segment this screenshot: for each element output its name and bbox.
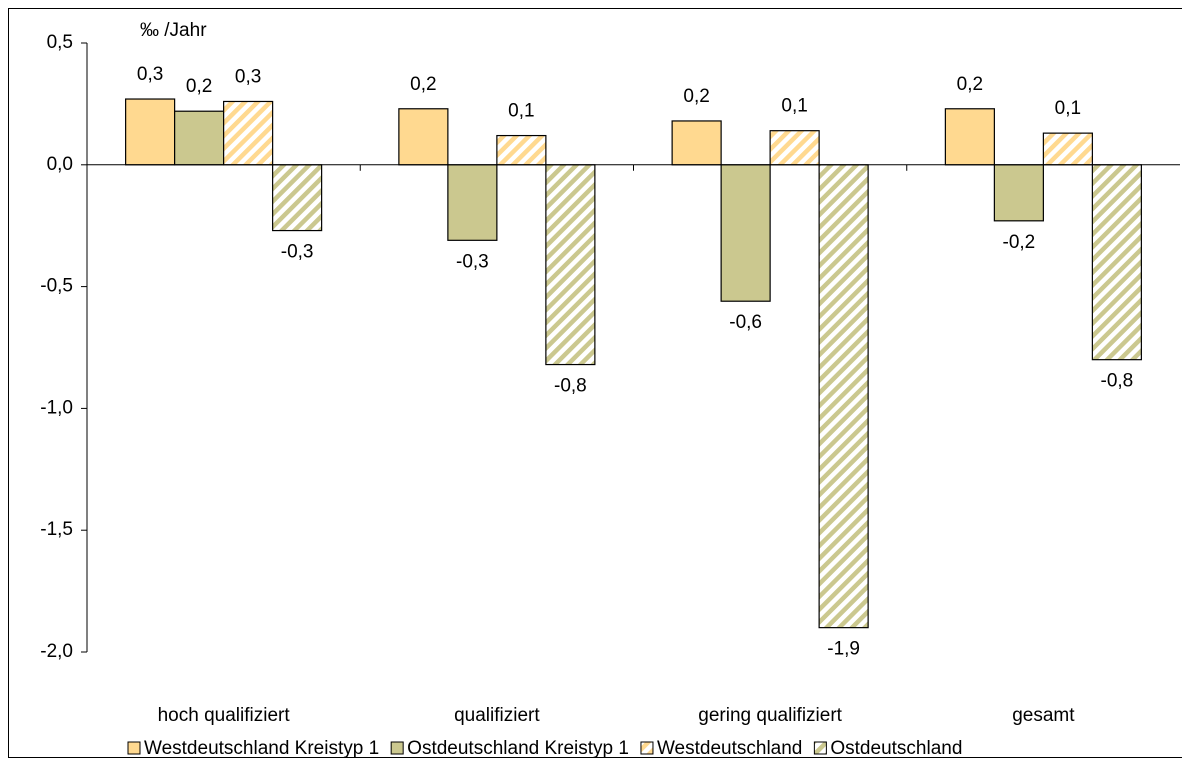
bar <box>671 120 722 166</box>
bar <box>174 110 225 166</box>
bar <box>720 164 771 302</box>
x-tick-label: hoch qualifiziert <box>158 705 291 726</box>
value-label: -0,3 <box>281 242 314 263</box>
value-label: 0,3 <box>137 64 163 85</box>
legend-label: Ostdeutschland Kreistyp 1 <box>407 738 629 759</box>
legend-swatch <box>640 741 654 755</box>
x-tick-label: gesamt <box>1012 705 1075 726</box>
y-tick-label: 0,5 <box>47 32 73 53</box>
x-tick-label: gering qualifiziert <box>698 705 842 726</box>
y-tick-label: -0,5 <box>40 276 73 297</box>
x-tick-label: qualifiziert <box>454 705 540 726</box>
y-tick-label: -1,5 <box>40 519 73 540</box>
bar <box>993 164 1044 222</box>
bar <box>545 164 596 366</box>
legend-swatch <box>127 741 141 755</box>
bar <box>1042 132 1093 166</box>
y-tick-label: -2,0 <box>40 641 73 662</box>
value-label: -1,9 <box>827 639 860 660</box>
y-tick-label: -1,0 <box>40 397 73 418</box>
value-label: -0,8 <box>554 376 587 397</box>
bar <box>125 98 176 166</box>
value-label: 0,2 <box>957 74 983 95</box>
bar <box>818 164 869 629</box>
bar <box>944 108 995 166</box>
bar <box>223 100 274 166</box>
value-label: -0,2 <box>1003 232 1036 253</box>
bar <box>398 108 449 166</box>
bar <box>272 164 323 232</box>
value-label: -0,6 <box>729 312 762 333</box>
value-label: 0,2 <box>186 76 212 97</box>
value-label: -0,8 <box>1101 371 1134 392</box>
bar <box>447 164 498 241</box>
value-label: -0,3 <box>456 251 489 272</box>
legend-label: Ostdeutschland <box>830 738 962 759</box>
value-label: 0,1 <box>781 96 807 117</box>
value-label: 0,2 <box>410 74 436 95</box>
value-label: 0,1 <box>508 101 534 122</box>
y-axis-label: ‰ /Jahr <box>140 20 207 41</box>
value-label: 0,2 <box>683 86 709 107</box>
bar <box>1091 164 1142 361</box>
value-label: 0,3 <box>235 66 261 87</box>
bar <box>496 134 547 166</box>
legend-label: Westdeutschland <box>657 738 802 759</box>
legend-label: Westdeutschland Kreistyp 1 <box>144 738 379 759</box>
legend-swatch <box>390 741 404 755</box>
y-tick-label: 0,0 <box>47 154 73 175</box>
legend-swatch <box>813 741 827 755</box>
value-label: 0,1 <box>1055 98 1081 119</box>
bar <box>769 130 820 166</box>
